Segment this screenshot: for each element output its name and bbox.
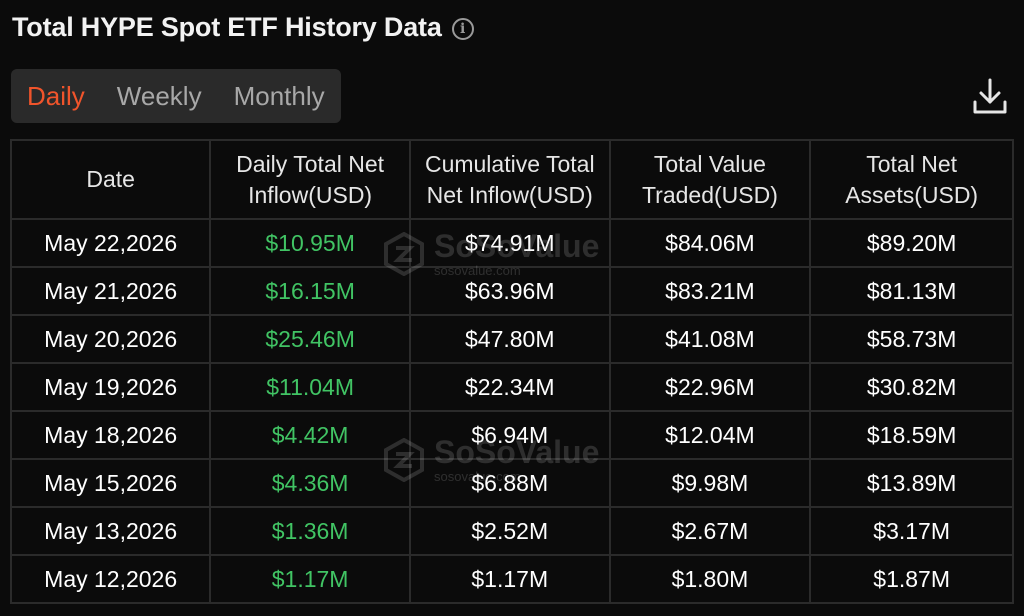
- table-row: May 20,2026 $25.46M $47.80M $41.08M $58.…: [9, 314, 1014, 364]
- net-assets-cell: $81.13M: [809, 266, 1014, 316]
- tab-weekly[interactable]: Weekly: [116, 80, 202, 111]
- date-cell: May 15,2026: [9, 458, 212, 508]
- column-header-daily-inflow: Daily Total Net Inflow(USD): [209, 139, 411, 220]
- date-cell: May 19,2026: [9, 362, 212, 412]
- net-assets-cell: $30.82M: [809, 362, 1014, 412]
- table-header-row: Date Daily Total Net Inflow(USD) Cumulat…: [9, 139, 1014, 220]
- date-cell: May 12,2026: [9, 554, 212, 604]
- value-traded-cell: $12.04M: [608, 410, 812, 460]
- table-row: May 19,2026 $11.04M $22.34M $22.96M $30.…: [9, 362, 1014, 412]
- header: Total HYPE Spot ETF History Data i: [12, 12, 474, 43]
- daily-inflow-cell: $11.04M: [209, 362, 411, 412]
- value-traded-cell: $84.06M: [608, 218, 812, 268]
- daily-inflow-cell: $16.15M: [209, 266, 411, 316]
- history-table: Date Daily Total Net Inflow(USD) Cumulat…: [9, 139, 1014, 604]
- cumulative-inflow-cell: $63.96M: [408, 266, 611, 316]
- value-traded-cell: $1.80M: [608, 554, 812, 604]
- daily-inflow-cell: $25.46M: [209, 314, 411, 364]
- table-row: May 12,2026 $1.17M $1.17M $1.80M $1.87M: [9, 554, 1014, 604]
- column-header-net-assets: Total Net Assets(USD): [809, 139, 1014, 220]
- net-assets-cell: $89.20M: [809, 218, 1014, 268]
- download-icon[interactable]: [972, 76, 1008, 116]
- cumulative-inflow-cell: $74.91M: [408, 218, 611, 268]
- page-title: Total HYPE Spot ETF History Data: [12, 12, 442, 42]
- net-assets-cell: $13.89M: [809, 458, 1014, 508]
- date-cell: May 13,2026: [9, 506, 212, 556]
- cumulative-inflow-cell: $22.34M: [408, 362, 611, 412]
- date-cell: May 20,2026: [9, 314, 212, 364]
- value-traded-cell: $2.67M: [608, 506, 812, 556]
- table-row: May 21,2026 $16.15M $63.96M $83.21M $81.…: [9, 266, 1014, 316]
- net-assets-cell: $18.59M: [809, 410, 1014, 460]
- table-row: May 22,2026 $10.95M $74.91M $84.06M $89.…: [9, 218, 1014, 268]
- column-header-date: Date: [9, 139, 212, 220]
- cumulative-inflow-cell: $1.17M: [408, 554, 611, 604]
- tab-monthly[interactable]: Monthly: [233, 80, 325, 111]
- cumulative-inflow-cell: $6.94M: [408, 410, 611, 460]
- table-row: May 15,2026 $4.36M $6.88M $9.98M $13.89M: [9, 458, 1014, 508]
- daily-inflow-cell: $1.17M: [209, 554, 411, 604]
- net-assets-cell: $1.87M: [809, 554, 1014, 604]
- table-row: May 13,2026 $1.36M $2.52M $2.67M $3.17M: [9, 506, 1014, 556]
- value-traded-cell: $41.08M: [608, 314, 812, 364]
- table-row: May 18,2026 $4.42M $6.94M $12.04M $18.59…: [9, 410, 1014, 460]
- value-traded-cell: $83.21M: [608, 266, 812, 316]
- tab-daily[interactable]: Daily: [27, 80, 85, 111]
- net-assets-cell: $58.73M: [809, 314, 1014, 364]
- value-traded-cell: $9.98M: [608, 458, 812, 508]
- daily-inflow-cell: $4.36M: [209, 458, 411, 508]
- info-icon[interactable]: i: [451, 17, 474, 40]
- daily-inflow-cell: $1.36M: [209, 506, 411, 556]
- period-tabs: Daily Weekly Monthly: [11, 69, 341, 123]
- column-header-value-traded: Total Value Traded(USD): [608, 139, 812, 220]
- net-assets-cell: $3.17M: [809, 506, 1014, 556]
- column-header-cumulative-inflow: Cumulative Total Net Inflow(USD): [408, 139, 611, 220]
- value-traded-cell: $22.96M: [608, 362, 812, 412]
- date-cell: May 18,2026: [9, 410, 212, 460]
- cumulative-inflow-cell: $47.80M: [408, 314, 611, 364]
- daily-inflow-cell: $4.42M: [209, 410, 411, 460]
- date-cell: May 21,2026: [9, 266, 212, 316]
- daily-inflow-cell: $10.95M: [209, 218, 411, 268]
- date-cell: May 22,2026: [9, 218, 212, 268]
- cumulative-inflow-cell: $6.88M: [408, 458, 611, 508]
- cumulative-inflow-cell: $2.52M: [408, 506, 611, 556]
